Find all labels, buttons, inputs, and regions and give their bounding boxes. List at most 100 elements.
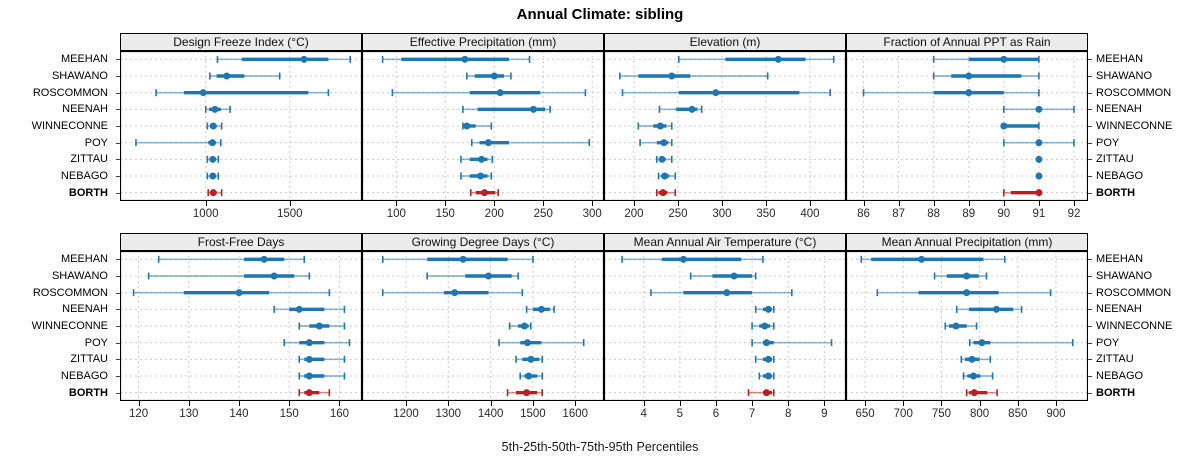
x-axis-tick	[788, 401, 790, 406]
y-axis-tick	[1088, 342, 1092, 344]
series-elevation-shawano	[619, 72, 769, 80]
x-axis-tick	[968, 201, 970, 206]
series-mean-annual-precipitation-poy	[968, 339, 1074, 347]
site-label-right-zittau: ZITTAU	[1096, 353, 1134, 366]
x-axis-tick	[933, 201, 935, 206]
site-label-right-nebago: NEBAGO	[1096, 170, 1144, 182]
y-axis-tick	[116, 376, 120, 377]
x-axis-tick	[1003, 201, 1005, 206]
x-axis-tick-label: 300	[712, 208, 732, 220]
y-axis-tick	[116, 309, 120, 311]
median-dot	[525, 372, 533, 380]
series-mean-annual-precipitation-nebago	[962, 372, 994, 380]
site-label-right-poy: POY	[1096, 336, 1120, 349]
strip-mean-annual-precipitation: Mean Annual Precipitation (mm)	[846, 233, 1088, 251]
median-dot	[761, 322, 769, 330]
site-label-left-shawano: SHAWANO	[51, 70, 108, 82]
series-mean-annual-air-temperature-nebago	[758, 372, 775, 380]
axis-fraction-ppt-rain: 86 87 88 89 90 91 92	[846, 201, 1088, 227]
median-dot	[270, 272, 278, 280]
median-dot	[1000, 122, 1008, 130]
y-axis-tick	[1088, 309, 1092, 311]
y-axis-tick	[116, 292, 120, 294]
series-frost-free-days-neenah	[273, 305, 346, 313]
site-label-right-borth: BORTH	[1096, 386, 1136, 399]
series-effective-precipitation-shawano	[466, 72, 512, 80]
x-axis-tick-label: 1500	[276, 208, 303, 220]
y-axis-tick	[116, 159, 120, 161]
x-axis-tick-label: 1200	[393, 408, 419, 420]
series-effective-precipitation-borth	[469, 189, 499, 197]
x-axis-tick	[138, 401, 140, 406]
median-dot	[211, 105, 219, 113]
median-dot	[668, 72, 676, 80]
panel-fraction-ppt-rain	[846, 51, 1088, 201]
median-dot	[537, 305, 545, 313]
site-label-left-roscommon: ROSCOMMON	[32, 86, 108, 99]
median-dot	[963, 272, 971, 280]
x-axis-tick	[941, 401, 943, 406]
series-frost-free-days-nebago	[298, 372, 346, 380]
x-axis-tick-label: 160	[329, 408, 349, 420]
series-elevation-roscommon	[621, 89, 831, 97]
site-label-right-roscommon: ROSCOMMON	[1096, 86, 1172, 99]
median-dot	[978, 339, 986, 347]
site-label-left-roscommon: ROSCOMMON	[32, 286, 108, 299]
series-effective-precipitation-meehan	[381, 55, 531, 63]
series-mean-annual-precipitation-roscommon	[876, 289, 1052, 297]
x-axis-tick-label: 87	[892, 208, 905, 220]
series-frost-free-days-poy	[283, 339, 351, 347]
series-fraction-ppt-rain-poy	[1003, 139, 1075, 147]
median-dot	[918, 255, 926, 263]
y-axis-tick	[1088, 92, 1092, 94]
panel-border	[604, 51, 846, 201]
site-label-left-winneconne: WINNECONNE	[31, 120, 108, 132]
x-axis-tick	[715, 401, 717, 406]
panel-mean-annual-precipitation	[846, 251, 1088, 401]
series-elevation-winneconne	[637, 122, 673, 130]
median-dot	[209, 122, 217, 130]
axis-growing-degree-days: 1200 1300 1400 1500 1600	[362, 401, 604, 427]
x-axis-tick-label: 750	[931, 408, 952, 420]
x-axis-tick	[1038, 201, 1040, 206]
x-axis-tick-label: 89	[962, 208, 976, 220]
median-dot	[764, 372, 772, 380]
median-dot	[496, 89, 504, 97]
median-dot	[764, 355, 772, 363]
series-mean-annual-air-temperature-winneconne	[751, 322, 775, 330]
median-dot	[656, 122, 664, 130]
median-dot	[969, 372, 977, 380]
y-axis-tick	[116, 259, 120, 261]
x-axis-tick	[532, 401, 534, 406]
x-axis-tick-label: 92	[1067, 208, 1081, 220]
y-axis-tick	[116, 109, 120, 111]
x-axis-tick-label: 90	[997, 208, 1011, 220]
series-elevation-meehan	[678, 55, 835, 63]
series-mean-annual-precipitation-meehan	[860, 255, 1006, 263]
median-dot	[209, 155, 217, 163]
median-dot	[305, 372, 313, 380]
site-label-left-poy: POY	[84, 136, 108, 149]
site-label-right-roscommon: ROSCOMMON	[1096, 286, 1172, 299]
series-mean-annual-precipitation-borth	[965, 389, 998, 397]
site-label-right-neenah: NEENAH	[1096, 103, 1142, 116]
median-dot	[527, 355, 535, 363]
x-axis-tick	[903, 401, 905, 406]
panel-border	[120, 251, 362, 401]
site-label-left-borth: BORTH	[68, 386, 108, 399]
site-label-right-meehan: MEEHAN	[1096, 253, 1144, 266]
series-mean-annual-precipitation-zittau	[960, 355, 992, 363]
strip-title-fraction-ppt-rain: Fraction of Annual PPT as Rain	[883, 35, 1051, 49]
x-axis-tick-label: 130	[179, 408, 199, 420]
series-fraction-ppt-rain-nebago	[1035, 172, 1043, 180]
y-axis-tick	[1088, 276, 1092, 277]
median-dot	[520, 322, 528, 330]
x-axis-tick	[898, 201, 900, 206]
site-label-right-poy: POY	[1096, 136, 1120, 149]
strip-growing-degree-days: Growing Degree Days (°C)	[362, 233, 604, 251]
x-axis-tick	[863, 201, 865, 206]
strip-frost-free-days: Frost-Free Days	[120, 233, 362, 251]
median-dot	[477, 172, 485, 180]
median-dot	[208, 139, 216, 147]
